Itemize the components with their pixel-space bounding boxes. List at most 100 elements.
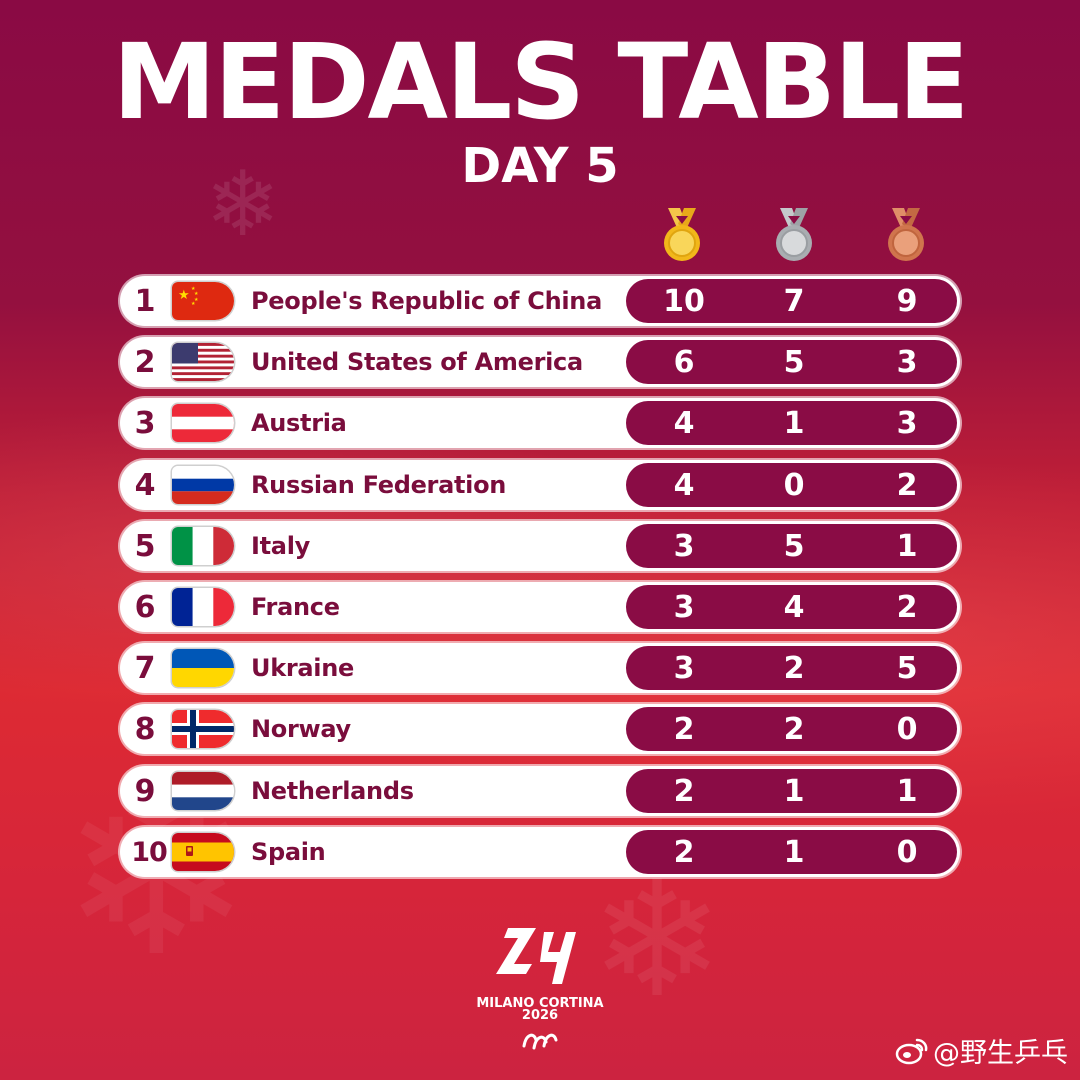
medal-counts: 10 7 9	[626, 279, 957, 323]
country-name: Austria	[251, 409, 347, 438]
medal-counts: 4 1 3	[626, 401, 957, 446]
silver-count: 1	[783, 834, 805, 870]
rank-number: 4	[134, 467, 156, 503]
bronze-count: 5	[896, 651, 918, 687]
medal-counts: 3 5 1	[626, 523, 957, 568]
rank-number: 1	[134, 284, 156, 319]
medals-table: 1 ★ ★ ★ ★ ★ People's Republic of China 1…	[120, 276, 960, 888]
rank-number: 6	[134, 589, 156, 625]
silver-count: 5	[783, 345, 805, 381]
table-row: 1 ★ ★ ★ ★ ★ People's Republic of China 1…	[120, 276, 960, 326]
weibo-logo-icon	[895, 1038, 928, 1064]
rank-number: 5	[134, 528, 156, 564]
gold-count: 2	[673, 834, 695, 870]
norway-flag-icon	[172, 710, 234, 749]
russia-flag-icon	[172, 465, 234, 504]
country-name: Spain	[251, 837, 326, 866]
medal-counts: 2 1 1	[626, 768, 957, 813]
austria-flag-icon	[172, 404, 234, 443]
paralympic-agitos-icon	[522, 1033, 558, 1050]
snowflake-decoration-icon: ❄	[590, 846, 725, 1033]
silver-count: 7	[783, 284, 805, 319]
country-name: United States of America	[251, 348, 583, 377]
gold-count: 4	[673, 467, 695, 503]
country-name: France	[251, 592, 340, 621]
usa-flag-icon	[172, 343, 234, 382]
table-row: 10 Spain 2 1 0	[120, 826, 960, 877]
rank-number: 2	[134, 345, 156, 381]
rank-number: 9	[134, 773, 156, 809]
milano-cortina-emblem-icon	[496, 928, 576, 984]
gold-count: 2	[673, 773, 695, 809]
rank-number: 7	[134, 651, 156, 687]
logo-text-name: MILANO CORTINA	[476, 996, 604, 1011]
medal-counts: 2 1 0	[626, 829, 957, 874]
gold-medal-icon	[660, 208, 704, 264]
page-title: MEDALS TABLE	[112, 21, 970, 143]
bronze-count: 0	[896, 712, 918, 748]
gold-count: 10	[663, 284, 705, 319]
svg-text:★: ★	[191, 286, 196, 292]
page-subtitle: DAY 5	[461, 138, 619, 194]
bronze-count: 1	[896, 773, 918, 809]
silver-count: 2	[783, 651, 805, 687]
silver-count: 1	[783, 773, 805, 809]
country-name: Norway	[251, 715, 351, 744]
table-row: 8 Norway 2 2 0	[120, 704, 960, 755]
table-row: 9 Netherlands 2 1 1	[120, 765, 960, 816]
bronze-medal-icon	[884, 208, 928, 264]
country-name: Italy	[251, 531, 310, 560]
medal-counts: 4 0 2	[626, 462, 957, 507]
table-row: 5 Italy 3 5 1	[120, 520, 960, 571]
france-flag-icon	[172, 587, 234, 626]
country-name: People's Republic of China	[251, 287, 602, 315]
svg-text:★: ★	[194, 297, 199, 303]
rank-number: 8	[134, 712, 156, 748]
silver-count: 0	[783, 467, 805, 503]
silver-medal-icon	[772, 208, 816, 264]
china-flag-icon: ★ ★ ★ ★ ★	[172, 282, 234, 320]
svg-text:★: ★	[191, 301, 196, 307]
logo-text-year: 2026	[521, 1008, 559, 1023]
gold-count: 3	[673, 528, 695, 564]
rank-number: 10	[131, 836, 168, 868]
gold-count: 2	[673, 712, 695, 748]
medal-counts: 3 2 5	[626, 646, 957, 691]
ukraine-flag-icon	[172, 649, 234, 688]
country-name: Netherlands	[251, 776, 414, 805]
medal-counts: 2 2 0	[626, 707, 957, 752]
weibo-watermark: @野生乒乓	[895, 1031, 1068, 1070]
country-name: Russian Federation	[251, 470, 507, 499]
milano-cortina-logo: MILANO CORTINA 2026	[470, 922, 610, 1062]
spain-flag-icon	[172, 832, 234, 871]
medal-counts: 3 4 2	[626, 584, 957, 629]
gold-count: 3	[673, 589, 695, 625]
bronze-count: 9	[896, 284, 918, 319]
snowflake-decoration-icon: ❄	[205, 152, 281, 257]
table-row: 3 Austria 4 1 3	[120, 398, 960, 449]
bronze-count: 2	[896, 467, 918, 503]
table-row: 7 Ukraine 3 2 5	[120, 643, 960, 694]
bronze-count: 1	[896, 528, 918, 564]
table-row: 6 France 3 4 2	[120, 581, 960, 632]
table-row: 2 United States of America 6 5 3	[120, 337, 960, 388]
gold-count: 4	[673, 406, 695, 442]
svg-text:★: ★	[178, 288, 190, 303]
bronze-count: 3	[896, 345, 918, 381]
svg-text:★: ★	[194, 291, 199, 297]
bronze-count: 0	[896, 834, 918, 870]
gold-count: 6	[673, 345, 695, 381]
gold-count: 3	[673, 651, 695, 687]
italy-flag-icon	[172, 526, 234, 565]
table-row: 4 Russian Federation 4 0 2	[120, 459, 960, 510]
bronze-count: 2	[896, 589, 918, 625]
bronze-count: 3	[896, 406, 918, 442]
rank-number: 3	[134, 406, 156, 442]
country-name: Ukraine	[251, 654, 354, 683]
silver-count: 5	[783, 528, 805, 564]
silver-count: 1	[783, 406, 805, 442]
medal-counts: 6 5 3	[626, 340, 957, 385]
watermark-text: @野生乒乓	[933, 1038, 1068, 1069]
netherlands-flag-icon	[172, 771, 234, 810]
silver-count: 2	[783, 712, 805, 748]
